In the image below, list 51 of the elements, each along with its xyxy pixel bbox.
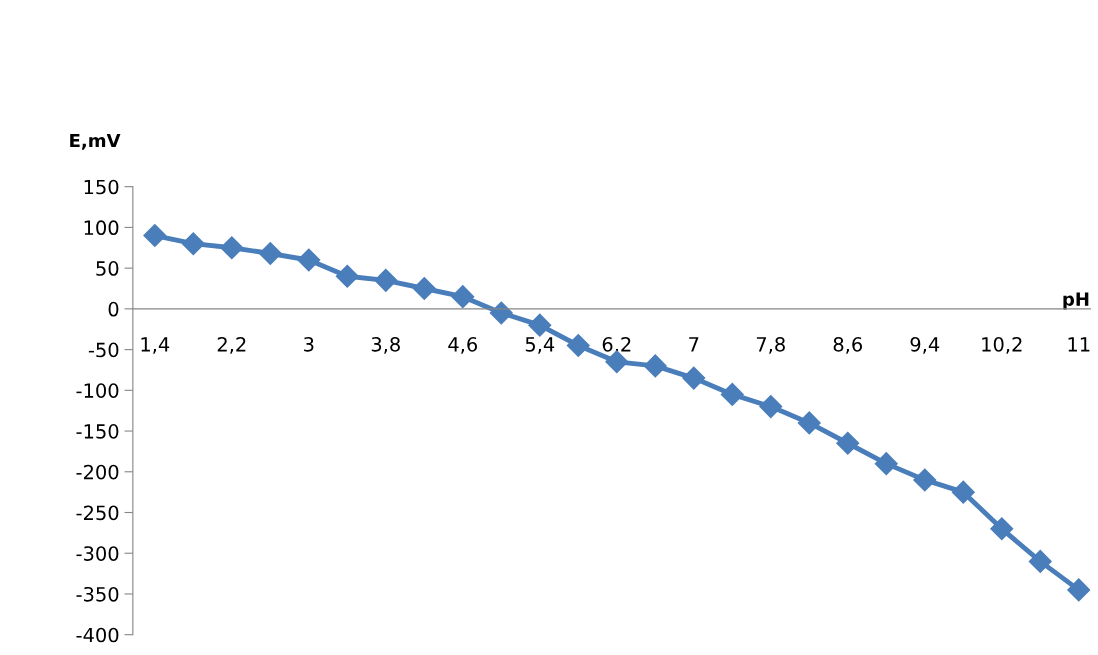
y-tick-label: -350 (76, 586, 119, 602)
point (220, 236, 244, 260)
y-tick-label: -200 (76, 464, 119, 480)
y-tick-label: 0 (108, 301, 119, 317)
point (412, 276, 436, 300)
x-tick-label: 3,8 (371, 336, 400, 354)
point (335, 264, 359, 288)
point (605, 350, 629, 374)
point (297, 248, 321, 272)
point (990, 517, 1014, 541)
point (1067, 578, 1091, 602)
x-tick-label: 8,6 (833, 336, 863, 354)
x-tick-label: 1,4 (141, 337, 170, 354)
y-axis-title: E,mV (70, 133, 121, 150)
x-tick-label: 2,2 (217, 336, 246, 354)
y-tick-label: 100 (84, 220, 119, 236)
point (143, 224, 167, 248)
x-tick-label: 7,8 (756, 336, 785, 354)
x-tick-label: 11 (1068, 337, 1090, 352)
x-axis-title: pH (1063, 292, 1089, 310)
point (720, 382, 744, 406)
point (836, 431, 860, 455)
point (451, 285, 475, 309)
point (1028, 549, 1052, 573)
point (374, 268, 398, 292)
point (759, 395, 783, 419)
y-tick-label: -150 (76, 424, 119, 439)
point (951, 480, 975, 504)
point (797, 411, 821, 435)
point (874, 452, 898, 476)
x-tick-label: 6,2 (602, 336, 631, 354)
point (566, 334, 590, 358)
x-tick-label: 9,4 (910, 336, 940, 354)
y-tick-label: 150 (84, 179, 119, 195)
point (643, 354, 667, 378)
point (528, 313, 552, 337)
point (181, 232, 205, 256)
y-tick-label: -250 (76, 505, 119, 521)
x-tick-label: 7 (689, 337, 699, 352)
x-tick-label: 5,4 (525, 337, 555, 354)
y-tick-label: -100 (76, 383, 119, 398)
x-tick-label: 10,2 (982, 336, 1022, 354)
x-tick-label: 4,6 (448, 336, 478, 354)
y-tick-label: 50 (96, 261, 119, 276)
x-tick-label: 3 (304, 336, 314, 352)
point (258, 241, 282, 265)
y-tick-label: -400 (76, 627, 119, 643)
y-tick-label: -300 (76, 546, 119, 561)
point (913, 468, 937, 492)
point (682, 366, 706, 390)
y-tick-label: -50 (88, 342, 119, 358)
